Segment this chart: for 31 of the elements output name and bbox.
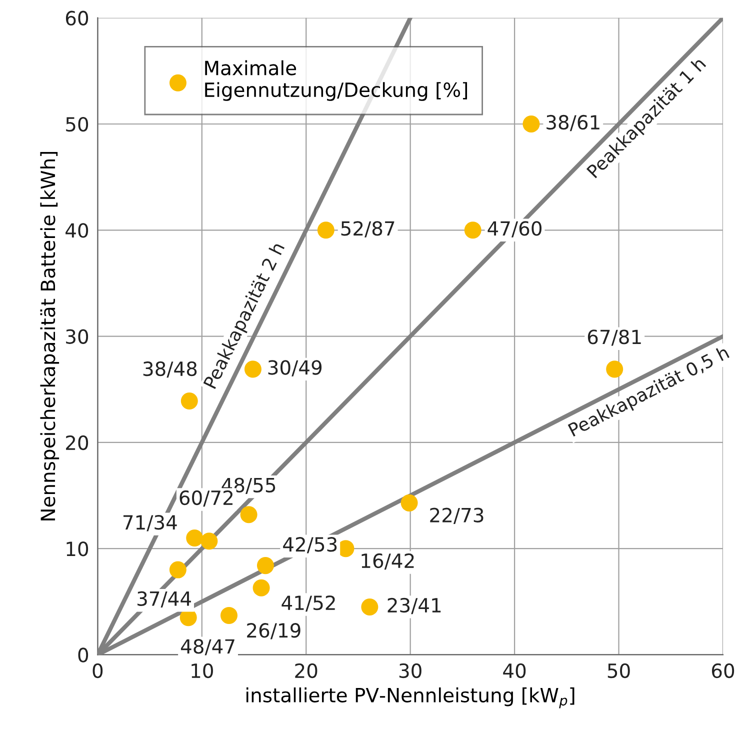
data-label: 42/53 (283, 537, 337, 554)
y-tick-label: 0 (78, 648, 88, 662)
data-label: 26/19 (247, 623, 300, 640)
y-tick-label: 60 (66, 10, 88, 26)
data-label: 52/87 (341, 221, 394, 238)
y-tick-label: 50 (66, 116, 88, 132)
data-label: 16/42 (362, 553, 414, 570)
x-tick-label: 60 (712, 663, 734, 678)
data-label: 41/52 (282, 595, 335, 612)
data-label: 47/60 (488, 221, 542, 238)
data-label: 71/34 (123, 515, 177, 532)
y-tick-label: 10 (66, 542, 88, 556)
data-label: 30/49 (268, 360, 322, 376)
x-tick-label: 20 (295, 663, 318, 678)
data-label: 22/73 (430, 508, 484, 524)
x-tick-label: 0 (92, 663, 103, 678)
data-label: 67/81 (588, 330, 641, 346)
x-tick-label: 10 (192, 663, 213, 678)
x-axis-title: installierte PV-Nennleistung [kW$_{p}$] (246, 687, 574, 708)
y-tick-label: 30 (66, 329, 88, 344)
x-tick-label: 30 (399, 663, 422, 678)
x-tick-label: 40 (503, 663, 526, 678)
legend-label: Maximale Eigennutzung/Deckung [%] (205, 60, 468, 101)
y-tick-label: 40 (66, 223, 88, 238)
data-label: 37/44 (138, 591, 191, 608)
data-label: 48/47 (180, 639, 234, 656)
y-tick-label: 20 (66, 435, 88, 450)
data-label: 23/41 (388, 598, 441, 614)
data-label: 38/48 (143, 361, 197, 378)
x-tick-label: 50 (608, 663, 630, 678)
y-axis-title: Nennspeicherkapazität Batterie [kWh] (40, 152, 60, 520)
